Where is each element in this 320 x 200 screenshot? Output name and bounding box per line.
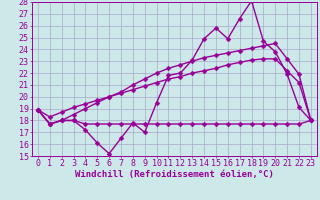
X-axis label: Windchill (Refroidissement éolien,°C): Windchill (Refroidissement éolien,°C) <box>75 170 274 179</box>
